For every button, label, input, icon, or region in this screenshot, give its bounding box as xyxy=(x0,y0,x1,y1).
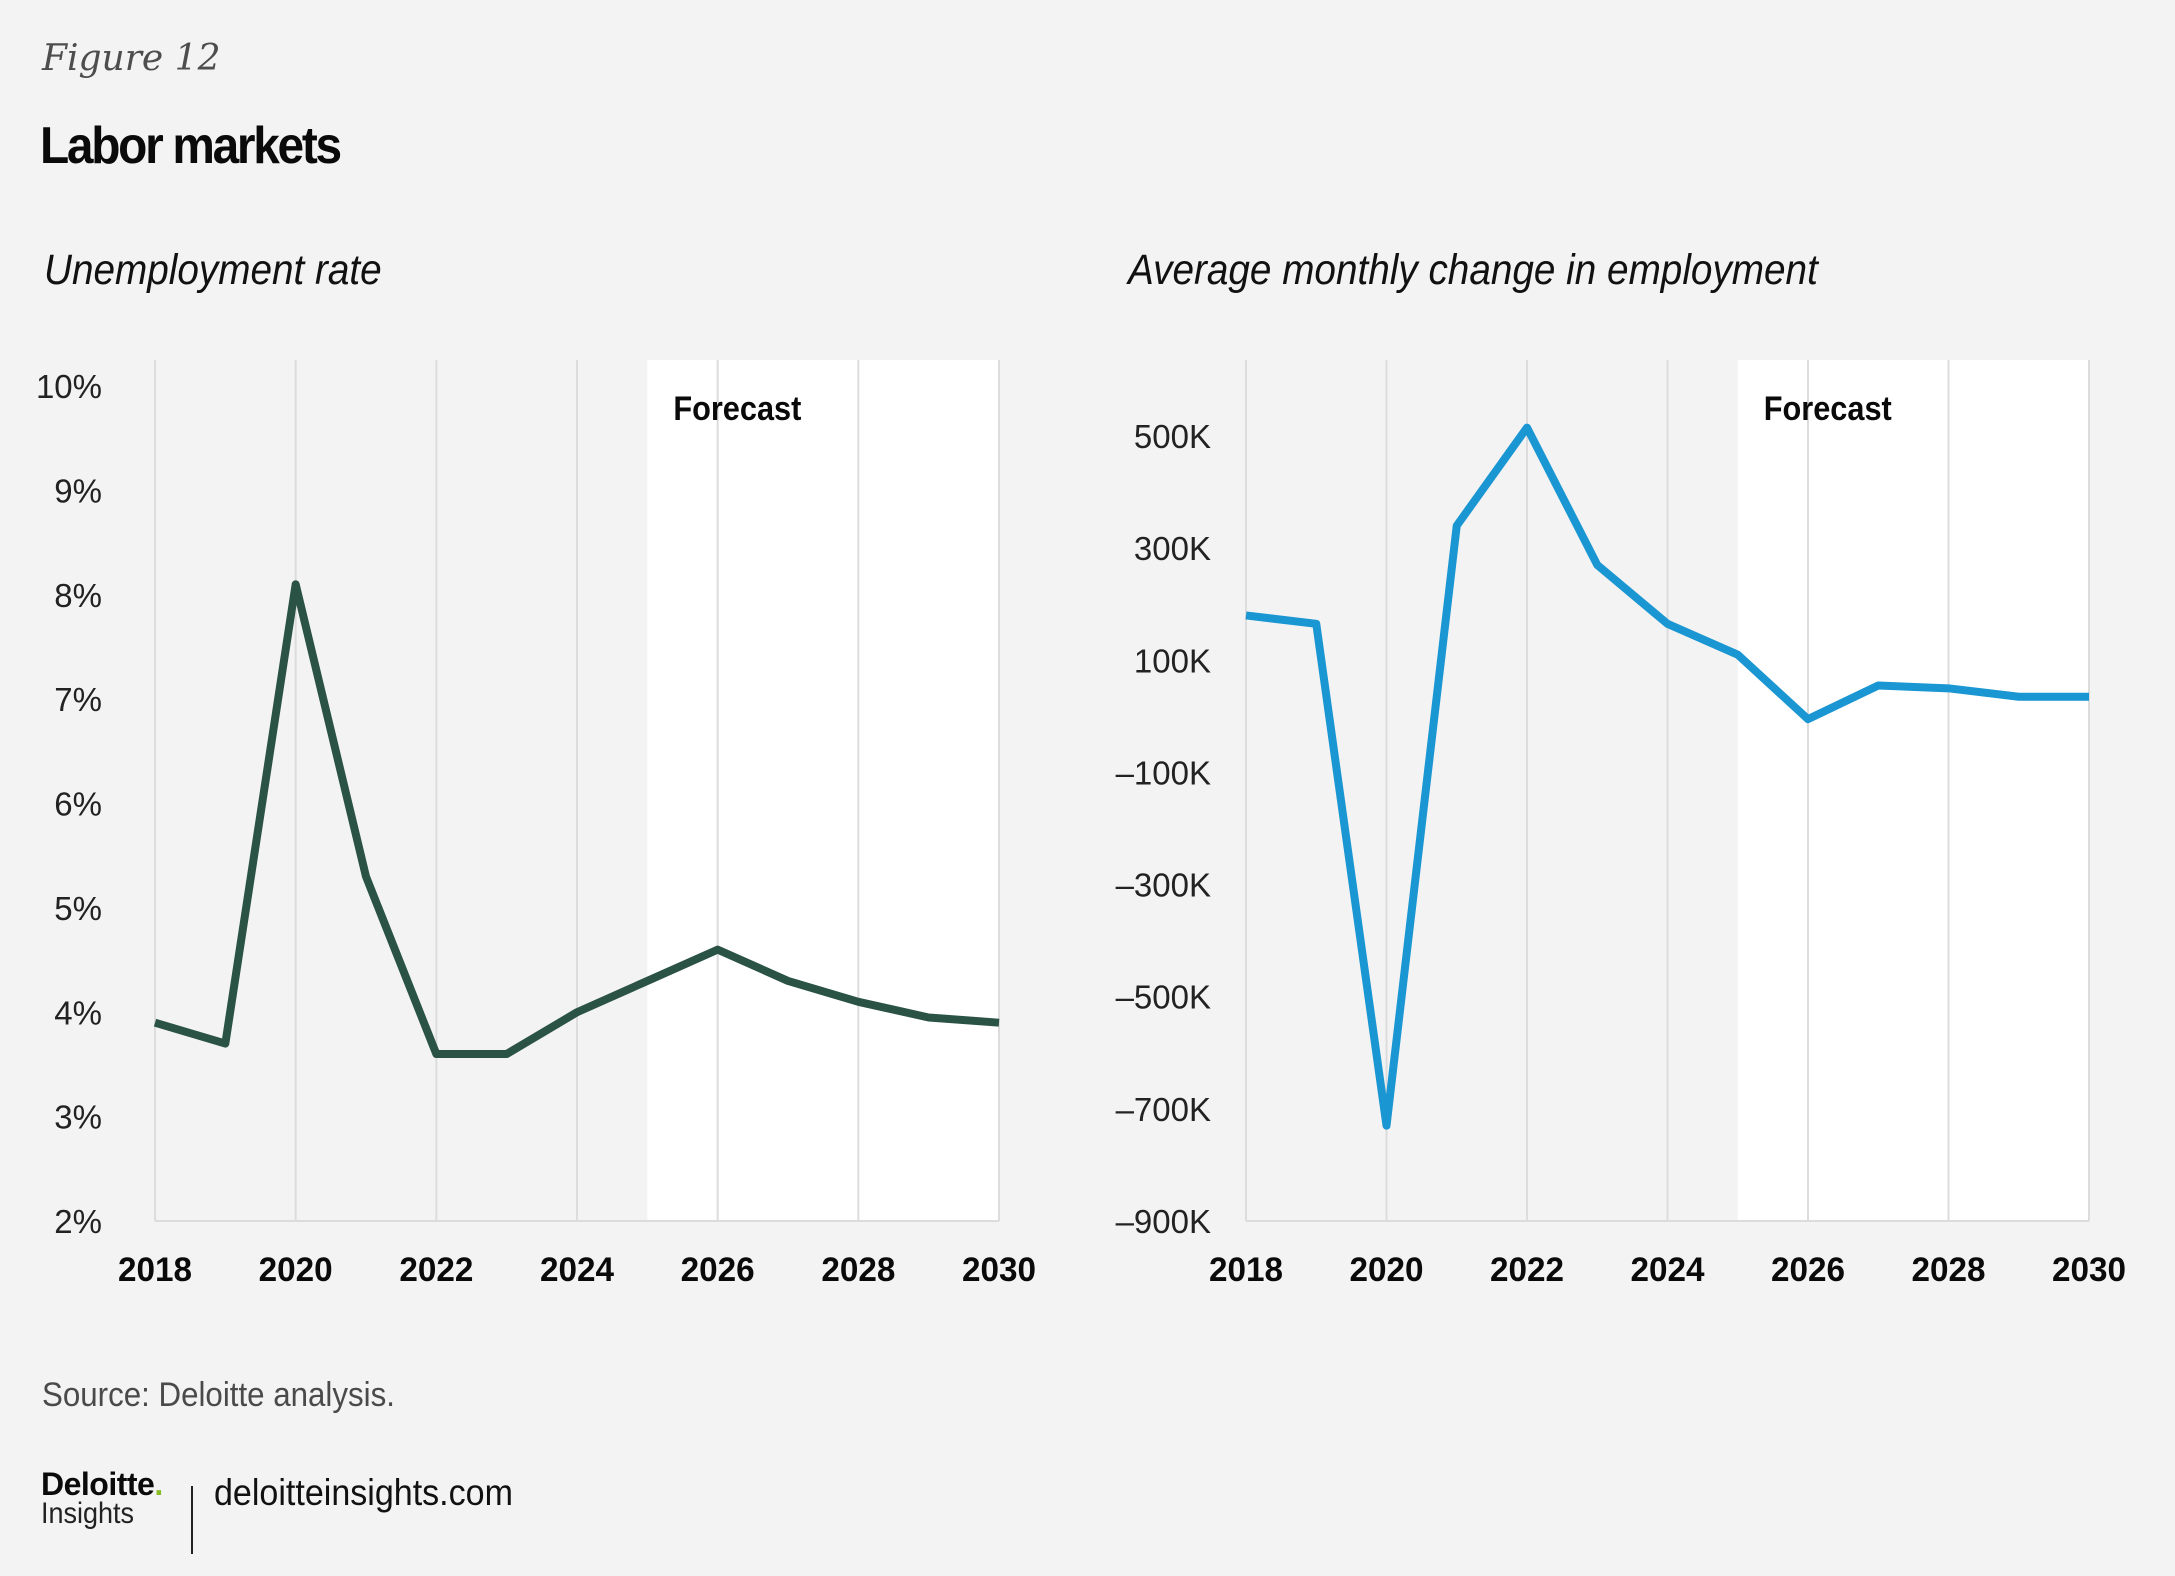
logo-brand-text: Deloitte xyxy=(41,1466,155,1502)
x-tick-label: 2030 xyxy=(2052,1251,2126,1289)
forecast-band xyxy=(647,360,999,1221)
forecast-band xyxy=(1737,360,2089,1221)
x-tick-label: 2020 xyxy=(259,1251,333,1289)
unemployment-chart: Forecast 2% 3% 4% 5% 6% 7% 8% 9% 10% 2018 2020 2022 2… xyxy=(36,360,1036,1289)
x-tick-label: 2022 xyxy=(1490,1251,1564,1289)
x-tick-label: 2028 xyxy=(821,1251,895,1289)
y-tick-label: 4% xyxy=(54,994,102,1031)
logo-dot: . xyxy=(154,1466,163,1502)
x-tick-label: 2028 xyxy=(1912,1251,1986,1289)
figure-title: Labor markets xyxy=(40,117,342,175)
y-tick-label: 6% xyxy=(54,786,102,823)
y-tick-label: –700K xyxy=(1116,1091,1211,1128)
site-url-link[interactable]: deloitteinsights.com xyxy=(214,1472,513,1513)
source-note: Source: Deloitte analysis. xyxy=(42,1376,395,1414)
logo-insights-text: Insights xyxy=(41,1497,135,1530)
y-tick-label: –900K xyxy=(1116,1203,1211,1240)
chart-title-employment: Average monthly change in employment xyxy=(1128,246,1818,294)
deloitte-logo: Deloitte. xyxy=(41,1466,163,1503)
y-tick-label: 9% xyxy=(54,472,102,509)
y-tick-label: 7% xyxy=(54,681,102,718)
y-tick-label: –500K xyxy=(1116,979,1211,1016)
x-tick-label: 2024 xyxy=(1631,1251,1705,1289)
chart-title-unemployment: Unemployment rate xyxy=(44,246,382,294)
forecast-label: Forecast xyxy=(1764,390,1892,428)
figure-label: Figure 12 xyxy=(42,38,221,79)
y-tick-label: 8% xyxy=(54,577,102,614)
x-tick-label: 2026 xyxy=(1771,1251,1845,1289)
y-tick-label: 10% xyxy=(36,368,102,405)
logo-divider xyxy=(191,1486,193,1554)
y-tick-label: –100K xyxy=(1116,754,1211,791)
x-tick-label: 2020 xyxy=(1350,1251,1424,1289)
y-tick-label: 2% xyxy=(54,1203,102,1240)
y-tick-label: 100K xyxy=(1134,642,1211,679)
y-tick-label: 500K xyxy=(1134,418,1211,455)
y-tick-label: –300K xyxy=(1116,867,1211,904)
y-tick-label: 3% xyxy=(54,1099,102,1136)
y-tick-label: 300K xyxy=(1134,530,1211,567)
x-tick-label: 2018 xyxy=(1209,1251,1283,1289)
employment-chart: Forecast –900K –700K –500K –300K –100K 100K 300… xyxy=(1116,360,2126,1289)
x-tick-label: 2030 xyxy=(962,1251,1036,1289)
x-tick-label: 2018 xyxy=(118,1251,192,1289)
x-tick-label: 2024 xyxy=(540,1251,614,1289)
forecast-label: Forecast xyxy=(673,390,801,428)
x-tick-label: 2022 xyxy=(399,1251,473,1289)
x-tick-label: 2026 xyxy=(681,1251,755,1289)
y-tick-label: 5% xyxy=(54,890,102,927)
